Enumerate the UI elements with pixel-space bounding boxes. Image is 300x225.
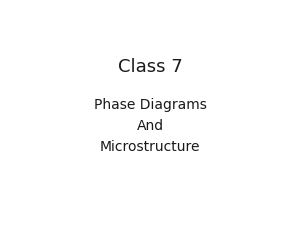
Text: Phase Diagrams
And
Microstructure: Phase Diagrams And Microstructure — [94, 98, 206, 154]
Text: Class 7: Class 7 — [118, 58, 182, 76]
